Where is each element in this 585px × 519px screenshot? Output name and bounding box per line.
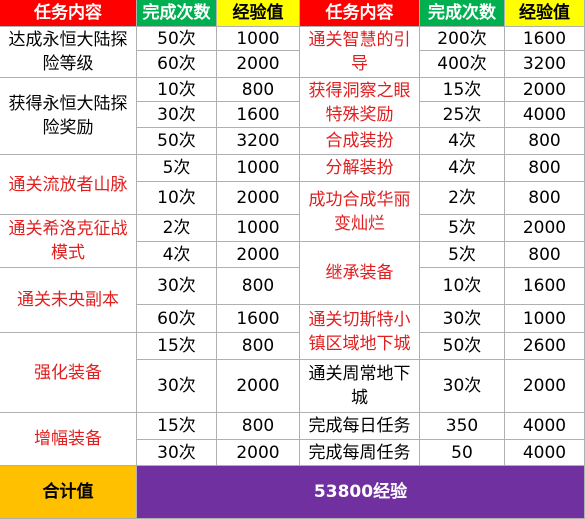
exp-value: 2000 [217,440,300,466]
task-name: 通关未央副本 [0,268,137,333]
completion-count: 4次 [420,128,505,155]
exp-value: 800 [217,268,300,305]
completion-count: 200次 [420,27,505,51]
exp-value: 1000 [217,215,300,242]
header-cell: 任务内容 [0,0,137,27]
completion-count: 15次 [137,413,217,440]
task-name: 通关希洛克征战模式 [0,215,137,268]
task-name: 通关智慧的引导 [300,27,420,78]
exp-value: 3200 [505,51,585,78]
exp-value: 800 [505,128,585,155]
exp-value: 1600 [217,102,300,128]
exp-value: 800 [505,155,585,182]
exp-value: 4000 [505,102,585,128]
exp-value: 1600 [217,305,300,333]
completion-count: 5次 [420,215,505,242]
completion-count: 30次 [137,102,217,128]
completion-count: 30次 [137,360,217,413]
header-cell: 完成次数 [420,0,505,27]
exp-value: 2600 [505,333,585,360]
task-name: 达成永恒大陆探险等级 [0,27,137,78]
exp-value: 3200 [217,128,300,155]
task-name: 通关流放者山脉 [0,155,137,215]
completion-count: 15次 [420,78,505,102]
completion-count: 10次 [137,78,217,102]
completion-count: 50次 [137,128,217,155]
completion-count: 4次 [420,155,505,182]
exp-value: 2000 [217,242,300,268]
completion-count: 400次 [420,51,505,78]
exp-value: 1600 [505,27,585,51]
exp-value: 4000 [505,440,585,466]
completion-count: 350 [420,413,505,440]
completion-count: 50 [420,440,505,466]
exp-value: 4000 [505,413,585,440]
exp-value: 1600 [505,268,585,305]
completion-count: 15次 [137,333,217,360]
total-value: 53800经验 [137,466,585,519]
completion-count: 50次 [137,27,217,51]
completion-count: 10次 [420,268,505,305]
task-name: 通关切斯特小镇区域地下城 [300,305,420,360]
exp-value: 800 [217,78,300,102]
exp-value: 800 [505,182,585,215]
completion-count: 30次 [137,440,217,466]
exp-value: 2000 [217,51,300,78]
exp-value: 2000 [505,215,585,242]
completion-count: 60次 [137,305,217,333]
exp-value: 800 [217,333,300,360]
completion-count: 2次 [137,215,217,242]
completion-count: 50次 [420,333,505,360]
exp-value: 1000 [217,155,300,182]
exp-value: 2000 [217,182,300,215]
task-name: 获得洞察之眼特殊奖励 [300,78,420,128]
header-cell: 任务内容 [300,0,420,27]
header-cell: 经验值 [217,0,300,27]
exp-value: 2000 [505,78,585,102]
completion-count: 30次 [137,268,217,305]
completion-count: 30次 [420,305,505,333]
total-label: 合计值 [0,466,137,519]
task-name: 完成每周任务 [300,440,420,466]
completion-count: 25次 [420,102,505,128]
exp-value: 800 [505,242,585,268]
completion-count: 2次 [420,182,505,215]
exp-value: 2000 [217,360,300,413]
exp-value: 800 [217,413,300,440]
exp-value: 2000 [505,360,585,413]
task-name: 获得永恒大陆探险奖励 [0,78,137,155]
task-name: 合成装扮 [300,128,420,155]
completion-count: 4次 [137,242,217,268]
completion-count: 30次 [420,360,505,413]
completion-count: 5次 [137,155,217,182]
exp-value: 1000 [505,305,585,333]
task-name: 继承装备 [300,242,420,305]
header-cell: 完成次数 [137,0,217,27]
completion-count: 5次 [420,242,505,268]
task-name: 完成每日任务 [300,413,420,440]
completion-count: 60次 [137,51,217,78]
header-cell: 经验值 [505,0,585,27]
completion-count: 10次 [137,182,217,215]
task-name: 强化装备 [0,333,137,413]
task-name: 分解装扮 [300,155,420,182]
task-name: 通关周常地下城 [300,360,420,413]
task-name: 增幅装备 [0,413,137,466]
task-name: 成功合成华丽变灿烂 [300,182,420,242]
exp-value: 1000 [217,27,300,51]
